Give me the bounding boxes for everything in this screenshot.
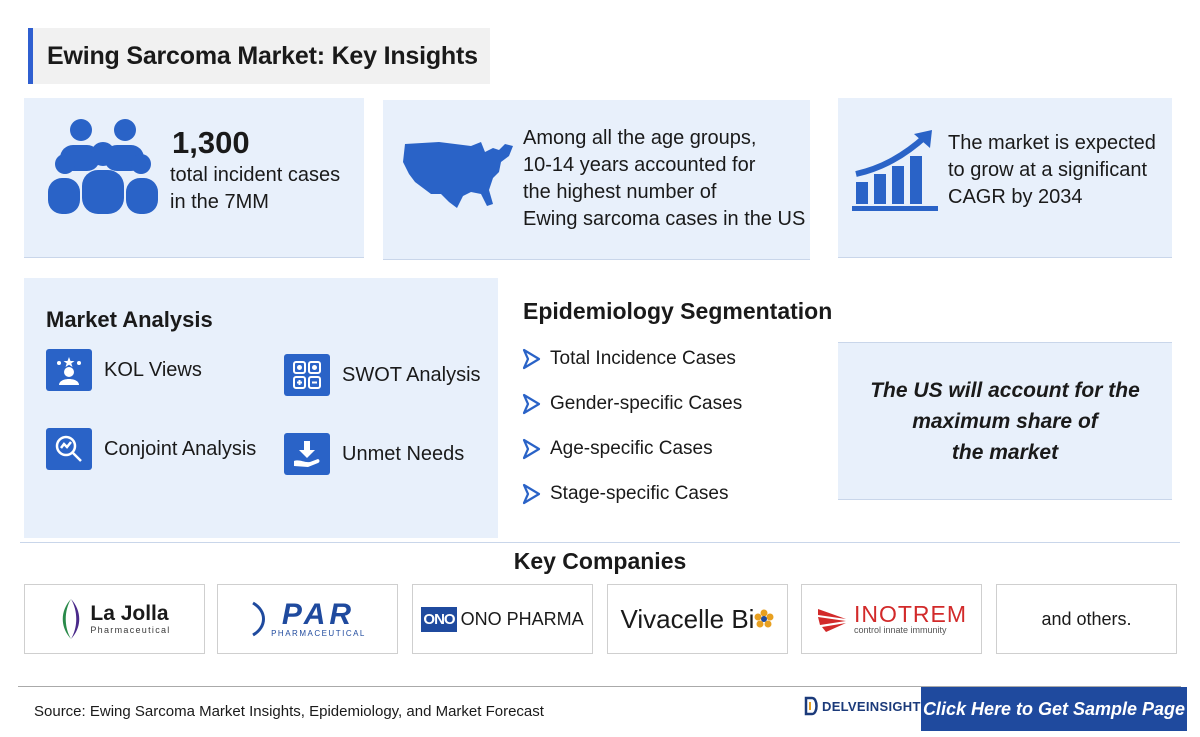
- delveinsight-mark-icon: [804, 696, 818, 716]
- ma-item-unmet-needs: Unmet Needs: [284, 433, 464, 475]
- ma-label: Conjoint Analysis: [104, 437, 257, 460]
- growth-chart-icon: [852, 130, 938, 211]
- epi-item-age-specific: Age-specific Cases: [522, 438, 713, 460]
- company-logo-par: PAR PHARMACEUTICAL: [217, 584, 398, 654]
- chevron-right-icon: [522, 393, 541, 415]
- ma-label: SWOT Analysis: [342, 363, 481, 386]
- ma-item-conjoint-analysis: Conjoint Analysis: [46, 428, 256, 470]
- incident-card: 1,300 total incident cases in the 7MM: [24, 98, 364, 258]
- company-name: and others.: [1041, 608, 1132, 629]
- hand-download-icon: [284, 433, 330, 475]
- kol-person-icon: [46, 349, 92, 391]
- company-name: Vivacelle Bi: [620, 603, 755, 634]
- company-sub: Pharmaceutical: [90, 625, 171, 635]
- company-logo-vivacelle: Vivacelle Bi: [607, 584, 788, 654]
- company-name: ONO PHARMA: [460, 608, 584, 629]
- chevron-right-icon: [522, 483, 541, 505]
- la-jolla-leaf-icon: [63, 599, 80, 639]
- incident-text: total incident cases in the 7MM: [170, 164, 341, 213]
- growth-card: The market is expected to grow at a sign…: [838, 98, 1172, 258]
- people-group-icon: [48, 119, 158, 214]
- ma-label: KOL Views: [104, 358, 202, 381]
- ono-badge: ONO: [421, 606, 457, 632]
- company-and-others: and others.: [996, 584, 1177, 654]
- flower-icon: [754, 609, 774, 628]
- epi-item-gender-specific: Gender-specific Cases: [522, 393, 742, 415]
- us-map-icon: [403, 142, 513, 208]
- age-group-card: Among all the age groups, 10-14 years ac…: [383, 100, 810, 260]
- age-group-text: Among all the age groups, 10-14 years ac…: [523, 127, 806, 230]
- company-name: La Jolla: [90, 602, 169, 625]
- epi-item-total-incidence: Total Incidence Cases: [522, 348, 736, 370]
- company-logo-ono: ONO ONO PHARMA: [412, 584, 593, 654]
- chevron-right-icon: [522, 438, 541, 460]
- cta-label: Click Here to Get Sample Page: [922, 698, 1186, 719]
- par-arc-icon: [252, 601, 266, 637]
- chevron-right-icon: [522, 348, 541, 370]
- title-box: Ewing Sarcoma Market: Key Insights: [28, 28, 490, 84]
- swot-grid-icon: [284, 354, 330, 396]
- us-share-text: The US will account for the maximum shar…: [870, 378, 1140, 464]
- source-text: Source: Ewing Sarcoma Market Insights, E…: [34, 703, 544, 720]
- key-companies-title: Key Companies: [513, 548, 687, 574]
- delveinsight-logo: DELVEINSIGHT: [804, 696, 921, 716]
- company-name: INOTREM: [853, 601, 968, 627]
- section-divider: [20, 542, 1180, 543]
- us-share-box: The US will account for the maximum shar…: [838, 342, 1172, 500]
- company-sub: control innate immunity: [853, 625, 947, 635]
- magnifier-chart-icon: [46, 428, 92, 470]
- sample-page-button[interactable]: Click Here to Get Sample Page: [921, 687, 1187, 731]
- epi-item-stage-specific: Stage-specific Cases: [522, 483, 728, 505]
- ma-item-kol-views: KOL Views: [46, 349, 202, 391]
- footer-divider: [18, 686, 1181, 687]
- company-sub: PHARMACEUTICAL: [271, 628, 366, 638]
- incident-number: 1,300: [172, 125, 250, 160]
- brand-name: DELVEINSIGHT: [822, 698, 921, 714]
- inotrem-wing-icon: [817, 609, 846, 632]
- market-analysis-title: Market Analysis: [46, 307, 213, 332]
- epidemiology-title: Epidemiology Segmentation: [523, 298, 833, 324]
- page-title: Ewing Sarcoma Market: Key Insights: [47, 41, 478, 70]
- company-name: PAR: [281, 597, 356, 631]
- company-logo-la-jolla: La Jolla Pharmaceutical: [24, 584, 205, 654]
- growth-text: The market is expected to grow at a sign…: [948, 132, 1156, 208]
- ma-label: Unmet Needs: [342, 442, 465, 465]
- ma-item-swot-analysis: SWOT Analysis: [284, 354, 481, 396]
- company-logo-inotrem: INOTREM control innate immunity: [801, 584, 982, 654]
- market-analysis-panel: Market Analysis KOL Views SWOT Analysis …: [24, 278, 498, 538]
